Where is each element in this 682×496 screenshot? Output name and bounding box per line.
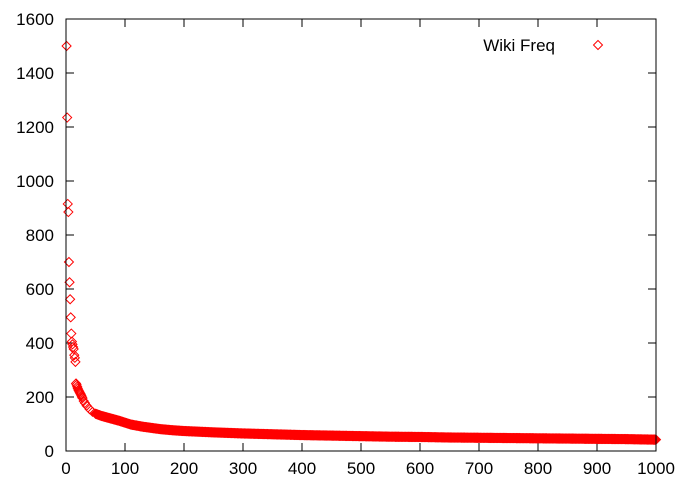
- x-tick-label: 300: [229, 459, 257, 478]
- x-tick-label: 400: [288, 459, 316, 478]
- y-tick-label: 200: [26, 388, 54, 407]
- x-tick-label: 900: [583, 459, 611, 478]
- legend: Wiki Freq: [483, 36, 604, 55]
- data-point: [66, 328, 77, 339]
- data-points: [61, 40, 662, 445]
- data-point: [69, 352, 81, 364]
- data-point: [70, 356, 81, 368]
- axis-ticks: [65, 18, 657, 452]
- x-tick-label: 1000: [637, 459, 675, 478]
- data-point: [65, 312, 76, 323]
- x-tick-label: 0: [61, 459, 70, 478]
- data-point: [79, 397, 91, 409]
- data-point: [61, 112, 73, 123]
- y-tick-label: 1600: [16, 10, 54, 29]
- data-point: [77, 392, 88, 404]
- data-point: [63, 206, 74, 218]
- data-point: [78, 395, 89, 407]
- tick-labels: 0 100 200 300 400 500 600 700 800 900 1000 0 200 400 6…: [16, 10, 675, 478]
- x-tick-label: 800: [524, 459, 552, 478]
- legend-marker-diamond-icon: [592, 39, 604, 51]
- x-tick-label: 700: [465, 459, 493, 478]
- y-tick-label: 1200: [16, 118, 54, 137]
- x-tick-label: 600: [406, 459, 434, 478]
- y-tick-label: 0: [45, 442, 54, 461]
- data-point: [68, 343, 79, 355]
- y-tick-label: 1400: [16, 64, 54, 83]
- data-point: [67, 339, 78, 350]
- data-point: [62, 198, 73, 210]
- y-tick-label: 800: [26, 226, 54, 245]
- data-point: [64, 277, 75, 288]
- y-tick-label: 1000: [16, 172, 54, 191]
- data-point: [64, 294, 76, 305]
- y-tick-label: 400: [26, 334, 54, 353]
- data-point: [61, 40, 72, 52]
- data-point: [650, 434, 661, 445]
- plot-frame: [65, 18, 657, 452]
- x-tick-label: 100: [111, 459, 139, 478]
- data-point: [69, 349, 80, 361]
- data-point: [76, 390, 87, 401]
- x-tick-label: 500: [347, 459, 375, 478]
- y-tick-label: 600: [26, 280, 54, 299]
- legend-label-wiki-freq: Wiki Freq: [483, 36, 555, 55]
- x-tick-label: 200: [170, 459, 198, 478]
